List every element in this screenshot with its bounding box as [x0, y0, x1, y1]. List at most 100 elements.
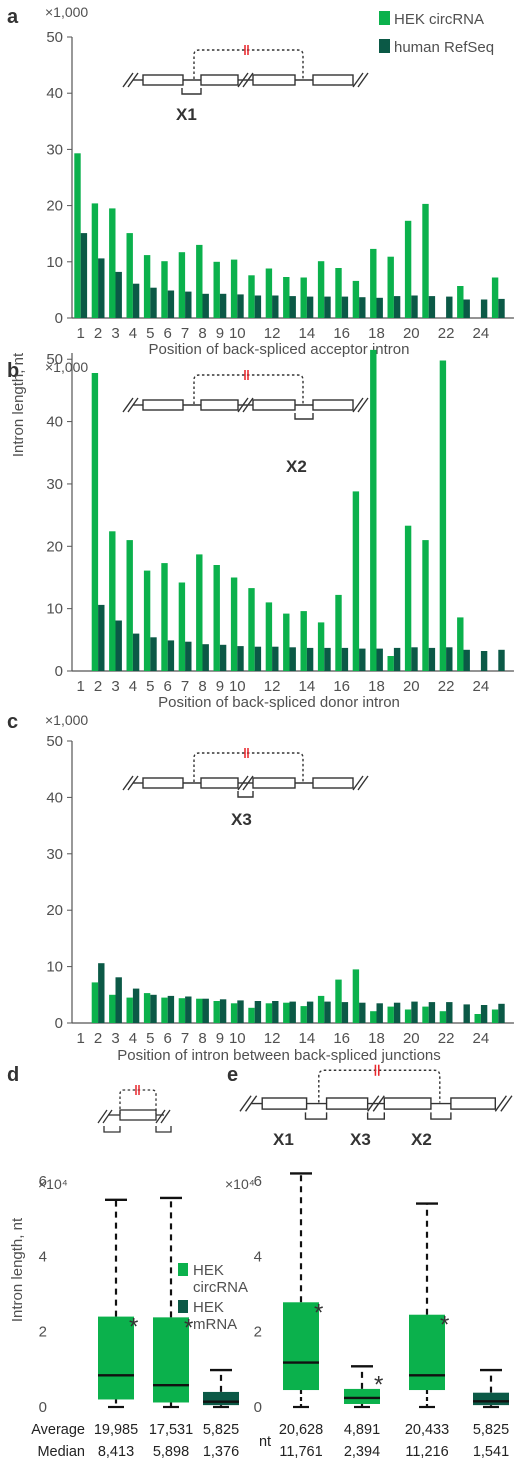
- legend-swatch-circ: [379, 11, 390, 25]
- x-tick-label-a: 6: [164, 325, 172, 342]
- bar-b-ref-23: [463, 649, 470, 671]
- bar-c-ref-22: [446, 1002, 453, 1023]
- x-tick-label-c: 2: [94, 1030, 102, 1047]
- bar-c-circ-11: [248, 1007, 255, 1023]
- bar-a-ref-24: [480, 299, 488, 318]
- bar-c-ref-9: [219, 999, 227, 1023]
- break-mark-d-1: [97, 1109, 108, 1124]
- bar-a-circ-18: [370, 248, 377, 318]
- bar-b-ref-17: [359, 648, 366, 671]
- y-tick-label-c: 20: [46, 902, 63, 919]
- bar-c-circ-9: [213, 1001, 220, 1023]
- bar-a-ref-21: [428, 296, 436, 318]
- break-mark-a-0a: [122, 72, 134, 88]
- significance-star: *: [374, 1371, 383, 1398]
- bar-b-circ-14: [300, 611, 307, 671]
- bar-b-ref-19: [393, 647, 401, 671]
- bar-a-ref-2: [98, 258, 105, 318]
- x-tick-label-b: 16: [333, 678, 350, 695]
- bar-c-ref-8: [202, 998, 209, 1023]
- panel-letter-c: c: [7, 711, 18, 733]
- x-tick-label-c: 16: [333, 1030, 350, 1047]
- y-tick-label-b: 10: [46, 601, 63, 618]
- bar-b-ref-3: [115, 620, 122, 671]
- diagram-label-x2-e: X2: [411, 1130, 432, 1149]
- y-tick-label-a: 30: [46, 141, 63, 158]
- stat-median: 11,216: [405, 1444, 448, 1460]
- bar-a-circ-2: [91, 203, 99, 318]
- bar-c-ref-24: [480, 1005, 488, 1023]
- bar-a-circ-13: [283, 277, 290, 318]
- intron-bracket-e-1: [366, 1112, 386, 1120]
- bar-a-ref-16: [341, 296, 349, 318]
- significance-star: *: [184, 1314, 193, 1341]
- intron-bracket-b-0: [294, 413, 314, 420]
- legend-d-label-mrna-line2: mRNA: [193, 1316, 237, 1333]
- bar-a-ref-14: [306, 296, 314, 318]
- bar-a-circ-23: [457, 286, 464, 318]
- stat-average: 20,628: [279, 1422, 323, 1438]
- bar-c-ref-15: [324, 1001, 331, 1023]
- bar-a-ref-20: [411, 295, 418, 318]
- bar-b-ref-24: [480, 651, 488, 671]
- significance-star: *: [129, 1314, 138, 1341]
- exon-box-a-0: [142, 74, 184, 86]
- x-tick-label-a: 16: [333, 325, 350, 342]
- bar-b-circ-3: [109, 531, 116, 671]
- bar-c-ref-16: [341, 1002, 349, 1023]
- bar-b-ref-6: [167, 640, 175, 671]
- x-tick-label-a: 22: [438, 325, 455, 342]
- break-mark-c-0a: [122, 775, 134, 791]
- bar-c-circ-13: [283, 1002, 290, 1023]
- y-tick-label-a: 10: [46, 254, 63, 271]
- bar-c-ref-13: [289, 1001, 296, 1023]
- x-tick-label-b: 4: [129, 678, 137, 695]
- y-tick-label-c: 40: [46, 789, 63, 806]
- bar-a-circ-11: [248, 275, 255, 318]
- x-tick-label-a: 20: [403, 325, 420, 342]
- bar-a-circ-15: [317, 261, 325, 318]
- x-tick-label-c: 22: [438, 1030, 455, 1047]
- exon-box-e-2: [383, 1097, 432, 1110]
- bar-a-circ-12: [265, 268, 273, 318]
- bar-a-ref-3: [115, 271, 122, 318]
- stats-average-label: Average: [31, 1422, 85, 1438]
- bar-b-circ-22: [439, 360, 447, 671]
- bar-b-circ-6: [161, 563, 168, 671]
- x-tick-label-a: 24: [473, 325, 490, 342]
- bar-c-circ-5: [143, 993, 151, 1023]
- bar-b-ref-2: [98, 604, 105, 671]
- box-chart-d: 0 2 4 6 * 19,985 8,413 * 17,531 5,898 5,825 1,376: [39, 1173, 239, 1460]
- bar-a-circ-1: [74, 153, 81, 318]
- bar-c-circ-19: [387, 1006, 394, 1023]
- stat-median: 1,376: [203, 1444, 239, 1460]
- x-tick-label-b: 10: [229, 678, 246, 695]
- bar-b-ref-14: [306, 647, 314, 671]
- bar-c-circ-6: [161, 997, 168, 1023]
- break-mark-a-2b: [357, 72, 369, 88]
- legend-d-swatch-mrna: [178, 1300, 188, 1313]
- multiplier-d: ×10⁴: [38, 1176, 68, 1192]
- bar-c-circ-20: [404, 1009, 412, 1023]
- bar-c-ref-19: [393, 1002, 401, 1023]
- x-tick-label-b: 6: [164, 678, 172, 695]
- bar-b-circ-11: [248, 588, 255, 671]
- y-tick-label-e: 4: [254, 1248, 262, 1265]
- x-tick-label-c: 4: [129, 1030, 137, 1047]
- bar-a-ref-15: [324, 296, 331, 318]
- panel-letter-e: e: [227, 1064, 238, 1086]
- exon-box-b-3: [312, 399, 354, 411]
- break-mark-b-2b: [357, 397, 369, 413]
- y-tick-label-d: 0: [39, 1399, 47, 1416]
- legend-d: HEK circRNA HEK mRNA: [178, 1262, 248, 1333]
- y-tick-label-e: 2: [254, 1324, 262, 1341]
- x-tick-label-c: 20: [403, 1030, 420, 1047]
- x-tick-label-c: 10: [229, 1030, 246, 1047]
- bar-b-circ-8: [196, 554, 203, 671]
- bar-b-ref-20: [411, 647, 418, 671]
- splicing-diagram-e: [239, 1064, 513, 1120]
- bar-a-ref-6: [167, 290, 175, 318]
- x-tick-label-b: 8: [198, 678, 206, 695]
